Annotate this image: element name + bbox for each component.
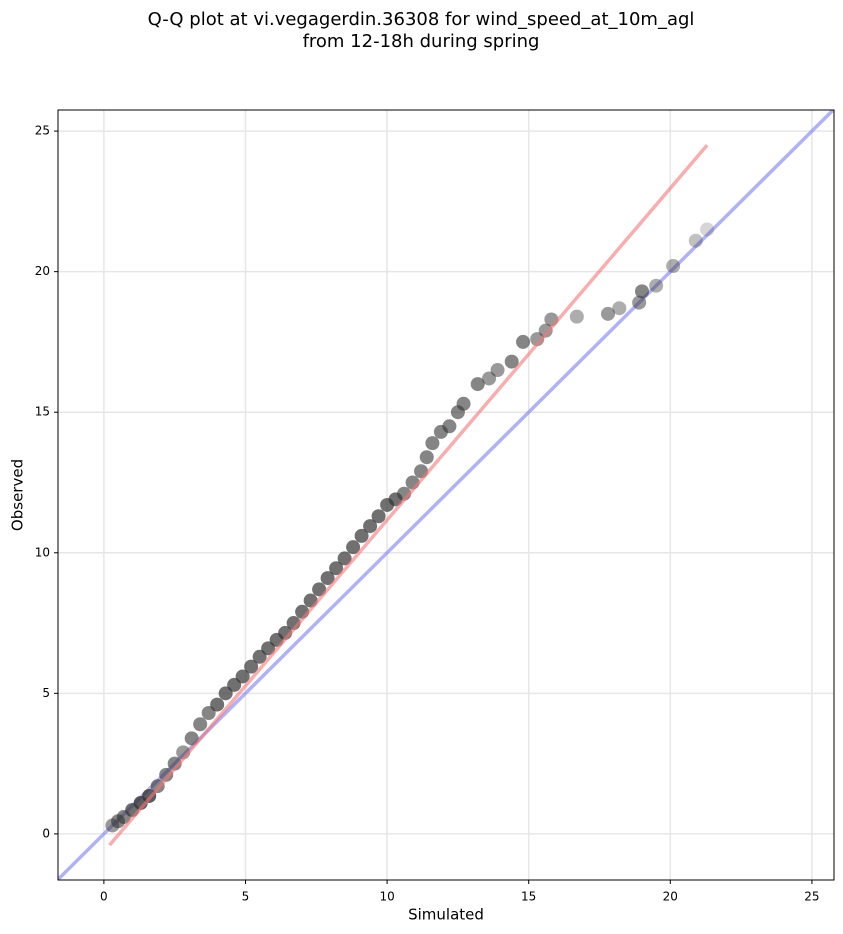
point: [320, 571, 335, 586]
x-tick-label: 15: [521, 890, 536, 904]
point: [516, 334, 531, 349]
point: [218, 686, 233, 701]
point: [442, 419, 457, 434]
point: [700, 222, 715, 237]
ticks: 0 5 10 15 20 25 0 5 10 15 20 25: [35, 124, 820, 904]
point: [210, 697, 225, 712]
point: [371, 509, 386, 524]
point: [312, 582, 327, 597]
y-tick-label: 10: [35, 545, 50, 559]
point: [235, 669, 250, 684]
x-tick-label: 10: [379, 890, 394, 904]
point: [346, 540, 361, 555]
point: [632, 295, 647, 310]
point: [252, 649, 267, 664]
point: [504, 354, 519, 369]
point: [227, 677, 242, 692]
x-axis-label: Simulated: [408, 906, 484, 924]
point: [337, 551, 352, 566]
x-tick-label: 0: [100, 890, 108, 904]
point: [329, 561, 344, 576]
point: [634, 284, 649, 299]
point: [456, 396, 471, 411]
x-tick-label: 25: [804, 890, 819, 904]
plot-frame: [57, 109, 835, 881]
point: [666, 259, 681, 274]
y-tick-label: 5: [42, 686, 50, 700]
point: [354, 528, 369, 543]
point: [244, 659, 259, 674]
point: [470, 377, 485, 392]
point: [261, 641, 276, 656]
chart-title: Q-Q plot at vi.vegagerdin.36308 for wind…: [148, 9, 695, 30]
point: [490, 363, 505, 378]
point: [482, 371, 497, 386]
y-axis-label: Observed: [9, 459, 27, 531]
y-tick-label: 0: [42, 826, 50, 840]
point: [538, 323, 553, 338]
point: [193, 717, 208, 732]
plot-area: [58, 110, 834, 880]
point: [688, 233, 703, 248]
fit-line: [108, 144, 709, 847]
point: [569, 309, 584, 324]
x-tick-label: 20: [663, 890, 678, 904]
chart-subtitle: from 12-18h during spring: [303, 31, 540, 52]
point: [425, 436, 440, 451]
point: [419, 450, 434, 465]
point: [363, 519, 378, 534]
point: [201, 706, 216, 721]
point: [649, 278, 664, 293]
point: [184, 731, 199, 746]
y-tick-label: 20: [35, 264, 50, 278]
grid: [58, 110, 834, 880]
point: [612, 301, 627, 316]
x-tick-label: 5: [242, 890, 250, 904]
y-tick-label: 15: [35, 405, 50, 419]
y-tick-label: 25: [35, 124, 50, 138]
point: [600, 306, 615, 321]
point: [159, 767, 174, 782]
